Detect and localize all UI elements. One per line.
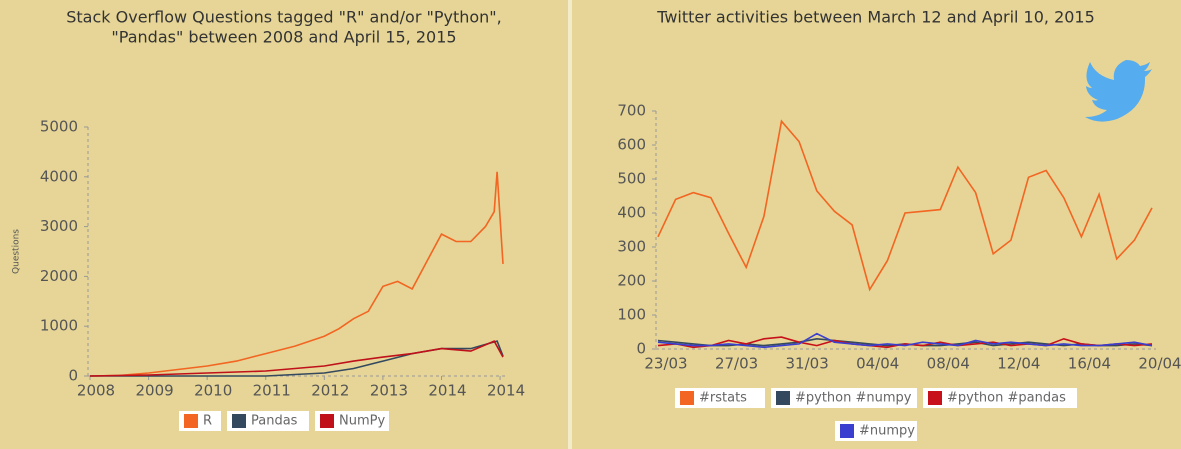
- y-tick-label: 2000: [40, 267, 78, 285]
- x-tick-label: 23/03: [644, 355, 687, 373]
- legend-label: #numpy: [859, 424, 915, 439]
- divider: [568, 0, 572, 449]
- y-tick-label: 0: [636, 340, 646, 358]
- legend-label: #python #pandas: [947, 391, 1066, 406]
- chart-title: Stack Overflow Questions tagged "R" and/…: [66, 8, 502, 27]
- y-tick-label: 100: [617, 306, 646, 324]
- legend-label: NumPy: [339, 414, 385, 429]
- x-tick-label: 2008: [77, 382, 115, 400]
- x-tick-label: 2012: [311, 382, 349, 400]
- series-line: [89, 171, 504, 377]
- x-tick-label: 2013: [370, 382, 408, 400]
- y-tick-label: 300: [617, 238, 646, 256]
- legend-swatch: [232, 414, 246, 428]
- legend-label: #rstats: [699, 391, 747, 406]
- legend-swatch: [776, 391, 790, 405]
- legend-item-bg: [923, 388, 1077, 408]
- legend-label: R: [203, 414, 212, 429]
- legend-item-bg: [771, 388, 917, 408]
- x-tick-label: 2009: [135, 382, 173, 400]
- y-tick-label: 700: [617, 102, 646, 120]
- legend-item-bg: [227, 411, 309, 431]
- legend-swatch: [184, 414, 198, 428]
- y-tick-label: 4000: [40, 167, 78, 185]
- x-tick-label: 12/04: [997, 355, 1040, 373]
- x-tick-label: 2011: [253, 382, 291, 400]
- twitter-logo: [1085, 60, 1152, 122]
- y-tick-label: 400: [617, 204, 646, 222]
- legend-swatch: [680, 391, 694, 405]
- chart-title: "Pandas" between 2008 and April 15, 2015: [111, 28, 456, 47]
- y-tick-label: 1000: [40, 317, 78, 335]
- x-tick-label: 16/04: [1068, 355, 1111, 373]
- y-axis-label: Questions: [12, 229, 22, 274]
- twitter-bird: [1085, 60, 1152, 122]
- legend-item-bg: [675, 388, 765, 408]
- legend-item-bg: [835, 421, 917, 441]
- x-tick-label: 2010: [194, 382, 232, 400]
- series-line: [657, 336, 1153, 349]
- y-tick-label: 5000: [40, 118, 78, 136]
- left-panel: [0, 0, 568, 449]
- y-tick-label: 3000: [40, 217, 78, 235]
- x-tick-label: 2014: [428, 382, 466, 400]
- series-line: [657, 332, 1153, 349]
- series-line: [657, 119, 1153, 292]
- x-tick-label: 20/04: [1138, 355, 1181, 373]
- x-tick-label: 04/04: [856, 355, 899, 373]
- chart-title: Twitter activities between March 12 and …: [656, 8, 1095, 27]
- series-line: [89, 340, 504, 377]
- x-tick-label: 08/04: [927, 355, 970, 373]
- right-panel: [572, 0, 1181, 449]
- y-tick-label: 600: [617, 136, 646, 154]
- y-tick-label: 0: [68, 367, 78, 385]
- y-tick-label: 200: [617, 272, 646, 290]
- x-tick-label: 27/03: [715, 355, 758, 373]
- legend-swatch: [320, 414, 334, 428]
- legend-label: Pandas: [251, 414, 298, 429]
- x-tick-label: 2014: [487, 382, 525, 400]
- legend-label: #python #numpy: [795, 391, 912, 406]
- legend-swatch: [840, 424, 854, 438]
- legend-swatch: [928, 391, 942, 405]
- y-tick-label: 500: [617, 170, 646, 188]
- x-tick-label: 31/03: [786, 355, 829, 373]
